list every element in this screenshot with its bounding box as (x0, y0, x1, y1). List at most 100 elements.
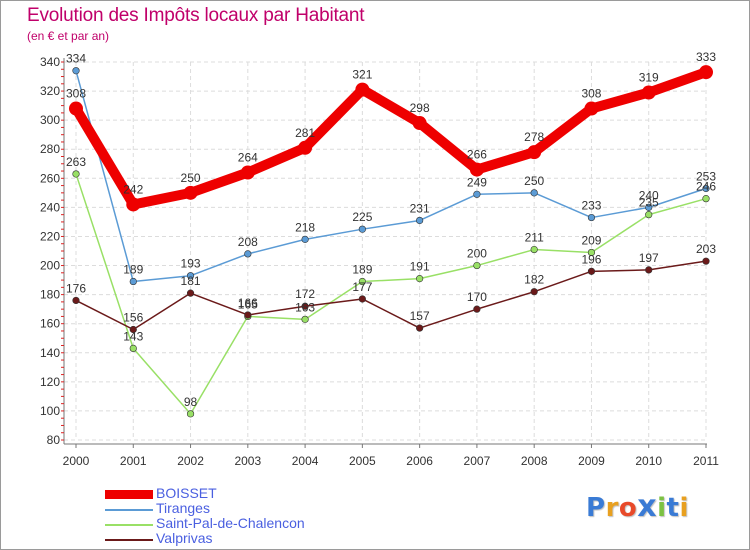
data-point (358, 295, 366, 303)
y-tick-label: 240 (40, 200, 60, 214)
data-label: 189 (123, 263, 143, 277)
axes: 80 100 120 140 160 180 200 220 240 260 280 300 320 34… (40, 55, 719, 468)
data-point (129, 344, 137, 353)
legend-swatch (105, 524, 153, 526)
data-point (69, 101, 83, 116)
x-tick-label: 2003 (234, 454, 261, 468)
data-point (699, 65, 713, 80)
data-point (469, 162, 484, 177)
data-point (186, 289, 195, 297)
data-label: 196 (581, 252, 601, 266)
data-label: 156 (123, 311, 143, 325)
data-label: 209 (581, 233, 601, 247)
data-label: 266 (467, 148, 487, 162)
data-label: 264 (238, 150, 258, 164)
grid-lines (64, 61, 707, 441)
proxiti-logo: Proxiti (586, 489, 689, 524)
x-tick-label: 2001 (120, 454, 147, 468)
data-label: 166 (238, 296, 258, 310)
y-tick-label: 300 (40, 113, 60, 127)
data-point (186, 410, 195, 418)
chart-subtitle: (en € et par an) (27, 29, 110, 43)
data-label: 235 (639, 196, 659, 210)
x-tick-label: 2004 (292, 454, 319, 468)
data-label: 177 (352, 280, 372, 294)
data-point (645, 211, 653, 219)
legend-label: BOISSET (156, 485, 217, 501)
data-label: 250 (524, 174, 544, 188)
data-label: 170 (467, 290, 487, 304)
data-label: 143 (123, 329, 143, 343)
data-label: 246 (696, 180, 716, 194)
data-label: 208 (238, 235, 258, 249)
data-label: 281 (295, 126, 315, 140)
data-label: 225 (352, 210, 372, 224)
legend-label: Tiranges (156, 500, 210, 516)
y-tick-label: 260 (40, 171, 60, 185)
data-label: 263 (66, 155, 86, 169)
data-point (126, 197, 141, 212)
data-point (298, 140, 313, 155)
data-point (645, 266, 653, 274)
data-point (240, 165, 255, 180)
data-point (530, 288, 538, 296)
data-point (587, 267, 596, 275)
data-point (416, 216, 424, 225)
data-point (301, 235, 309, 243)
data-point (587, 248, 596, 257)
data-label: 176 (66, 281, 86, 295)
data-label: 321 (352, 68, 372, 82)
x-tick-label: 2002 (177, 454, 204, 468)
legend-swatch (105, 490, 153, 499)
data-point (702, 195, 710, 203)
data-label: 197 (639, 251, 659, 265)
x-tick-label: 2011 (693, 454, 719, 468)
data-label: 98 (184, 395, 198, 409)
x-tick-label: 2009 (578, 454, 605, 468)
data-label: 200 (467, 247, 487, 261)
legend-label: Saint-Pal-de-Chalencon (156, 515, 305, 531)
x-tick-label: 2010 (635, 454, 662, 468)
data-point (473, 261, 481, 270)
data-label: 157 (410, 309, 430, 323)
data-point (584, 101, 599, 116)
y-tick-label: 280 (40, 142, 60, 156)
data-point (129, 325, 137, 334)
legend-label: Valprivas (156, 530, 213, 546)
data-label: 218 (295, 220, 315, 234)
data-point (301, 302, 309, 310)
data-point (72, 296, 80, 305)
series-lines (69, 65, 713, 418)
data-point (358, 277, 366, 286)
chart-title: Evolution des Impôts locaux par Habitant (27, 5, 365, 26)
y-tick-label: 340 (40, 55, 60, 69)
legend-swatch (105, 509, 153, 511)
data-point (645, 203, 653, 211)
x-tick-label: 2000 (63, 454, 90, 468)
x-tick-label: 2008 (521, 454, 548, 468)
data-point (186, 272, 195, 280)
data-label: 233 (581, 199, 601, 213)
data-label: 191 (410, 260, 430, 274)
data-label: 308 (581, 87, 601, 101)
data-point (473, 305, 481, 313)
x-tick-label: 2006 (406, 454, 433, 468)
y-tick-label: 320 (40, 84, 60, 98)
data-label: 193 (181, 257, 201, 271)
data-label: 242 (123, 182, 143, 196)
y-tick-label: 180 (40, 288, 60, 302)
data-label: 181 (181, 274, 201, 288)
data-point (355, 82, 370, 97)
data-label: 249 (467, 175, 487, 189)
legend-swatch (105, 539, 153, 541)
data-point (530, 245, 538, 254)
series-line-tiranges (75, 69, 707, 283)
y-tick-label: 120 (40, 375, 60, 389)
data-point (530, 189, 538, 197)
data-point (129, 277, 137, 286)
data-point (702, 184, 710, 193)
series-line-saint-pal-de-chalencon (75, 173, 707, 415)
y-tick-label: 80 (47, 433, 61, 447)
data-point (527, 145, 542, 160)
